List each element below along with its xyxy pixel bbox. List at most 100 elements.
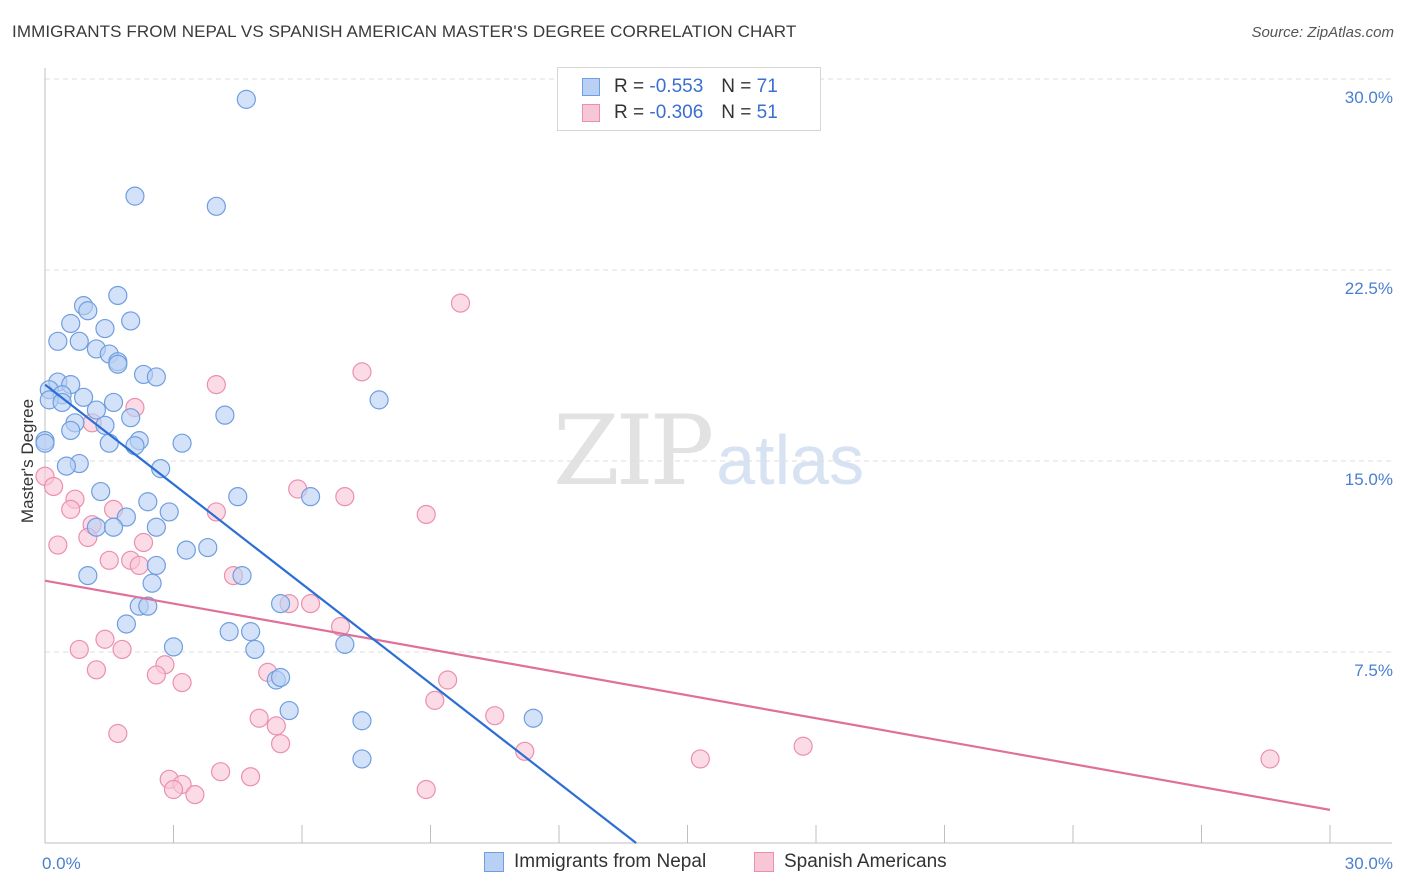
spanish-point bbox=[515, 741, 535, 761]
nepal-point bbox=[125, 186, 145, 206]
nepal-point bbox=[176, 540, 196, 560]
bottom-legend-label-nepal: Immigrants from Nepal bbox=[514, 851, 707, 872]
grid-lines bbox=[45, 78, 1392, 653]
nepal-point bbox=[270, 594, 291, 614]
spanish-point bbox=[112, 639, 132, 660]
spanish-point bbox=[241, 767, 261, 787]
nepal-point bbox=[146, 555, 166, 576]
x-tick-label-max: 30.0% bbox=[1345, 854, 1393, 873]
spanish-points bbox=[35, 293, 1280, 805]
spanish-point bbox=[206, 375, 226, 395]
spanish-point bbox=[270, 734, 291, 754]
nepal-point bbox=[228, 487, 248, 507]
watermark-zip: ZIP bbox=[553, 395, 714, 507]
nepal-point bbox=[352, 749, 372, 769]
legend-row-spanish: R = -0.306 N = 51 bbox=[582, 101, 778, 125]
nepal-point bbox=[241, 622, 261, 642]
nepal-point bbox=[108, 354, 128, 374]
spanish-point bbox=[793, 736, 813, 756]
nepal-point bbox=[335, 634, 355, 654]
nepal-point bbox=[138, 492, 158, 512]
nepal-point bbox=[121, 311, 141, 331]
legend-spanish-n-value: 51 bbox=[756, 102, 778, 123]
legend-swatch-spanish bbox=[582, 104, 600, 122]
spanish-point bbox=[43, 476, 64, 497]
nepal-point bbox=[99, 433, 119, 453]
nepal-point bbox=[245, 639, 265, 660]
spanish-point bbox=[172, 672, 192, 693]
bottom-legend-label-spanish: Spanish Americans bbox=[784, 851, 947, 872]
nepal-point bbox=[142, 573, 162, 593]
legend-nepal-r-label: R = bbox=[614, 76, 645, 97]
nepal-point bbox=[86, 400, 107, 420]
spanish-point bbox=[108, 723, 128, 744]
nepal-point bbox=[69, 331, 89, 351]
spanish-point bbox=[61, 499, 81, 519]
legend-swatch-nepal bbox=[582, 78, 600, 96]
source-label: Source: ZipAtlas.com bbox=[1251, 24, 1394, 41]
nepal-point bbox=[236, 89, 256, 109]
nepal-point bbox=[48, 331, 68, 351]
nepal-point bbox=[206, 196, 226, 216]
legend-nepal-r-value: -0.553 bbox=[649, 76, 704, 97]
nepal-point bbox=[121, 408, 141, 428]
nepal-point bbox=[73, 387, 94, 407]
nepal-point bbox=[116, 614, 136, 634]
nepal-point bbox=[146, 367, 166, 387]
axis-labels: 7.5% 15.0% 22.5% 30.0% 0.0% 30.0% Master's Deg… bbox=[18, 88, 1393, 873]
nepal-point bbox=[270, 667, 291, 688]
spanish-point bbox=[95, 629, 115, 649]
chart-title: IMMIGRANTS FROM NEPAL VS SPANISH AMERICA… bbox=[12, 22, 797, 41]
spanish-point bbox=[485, 706, 505, 726]
nepal-point bbox=[219, 622, 239, 642]
legend-nepal-n-value: 71 bbox=[756, 76, 778, 97]
y-tick-label: 30.0% bbox=[1345, 88, 1393, 107]
spanish-point bbox=[300, 594, 321, 614]
spanish-point bbox=[335, 487, 355, 507]
spanish-point bbox=[450, 293, 471, 313]
nepal-point bbox=[215, 405, 235, 425]
spanish-point bbox=[69, 639, 89, 660]
legend-spanish-r-value: -0.306 bbox=[649, 102, 704, 123]
spanish-trend-line bbox=[44, 579, 1331, 811]
nepal-point bbox=[52, 392, 72, 413]
y-tick-label: 7.5% bbox=[1354, 661, 1393, 680]
nepal-point bbox=[523, 708, 543, 728]
spanish-point bbox=[690, 749, 710, 769]
nepal-points bbox=[35, 89, 543, 769]
nepal-point bbox=[61, 420, 81, 441]
nepal-point bbox=[159, 502, 179, 522]
watermark-atlas: atlas bbox=[716, 421, 865, 499]
y-tick-label: 15.0% bbox=[1345, 470, 1393, 489]
spanish-point bbox=[416, 504, 436, 525]
trend-lines bbox=[44, 383, 1331, 844]
watermark: ZIPatlas bbox=[553, 395, 864, 507]
bottom-legend-nepal: Immigrants from Nepal bbox=[484, 851, 706, 873]
nepal-point bbox=[35, 433, 55, 453]
nepal-point bbox=[198, 537, 218, 558]
nepal-point bbox=[300, 487, 321, 507]
spanish-point bbox=[146, 665, 166, 685]
spanish-point bbox=[416, 779, 436, 800]
spanish-point bbox=[266, 716, 286, 736]
spanish-point bbox=[1260, 749, 1280, 769]
spanish-point bbox=[185, 785, 205, 805]
legend-nepal-n-label: N = bbox=[721, 76, 752, 97]
spanish-point bbox=[99, 550, 119, 570]
nepal-point bbox=[146, 517, 166, 537]
bottom-legend-swatch-spanish bbox=[754, 852, 774, 872]
spanish-point bbox=[330, 616, 351, 637]
spanish-point bbox=[438, 670, 458, 690]
nepal-point bbox=[78, 565, 98, 586]
x-tick-label-min: 0.0% bbox=[42, 854, 81, 873]
bottom-legend-spanish: Spanish Americans bbox=[754, 851, 947, 873]
nepal-point bbox=[163, 637, 184, 657]
nepal-point bbox=[125, 436, 145, 456]
nepal-point bbox=[369, 390, 389, 410]
nepal-point bbox=[279, 700, 299, 721]
nepal-point bbox=[108, 285, 128, 306]
spanish-point bbox=[86, 660, 107, 680]
y-tick-label: 22.5% bbox=[1345, 279, 1393, 298]
spanish-point bbox=[206, 502, 226, 522]
